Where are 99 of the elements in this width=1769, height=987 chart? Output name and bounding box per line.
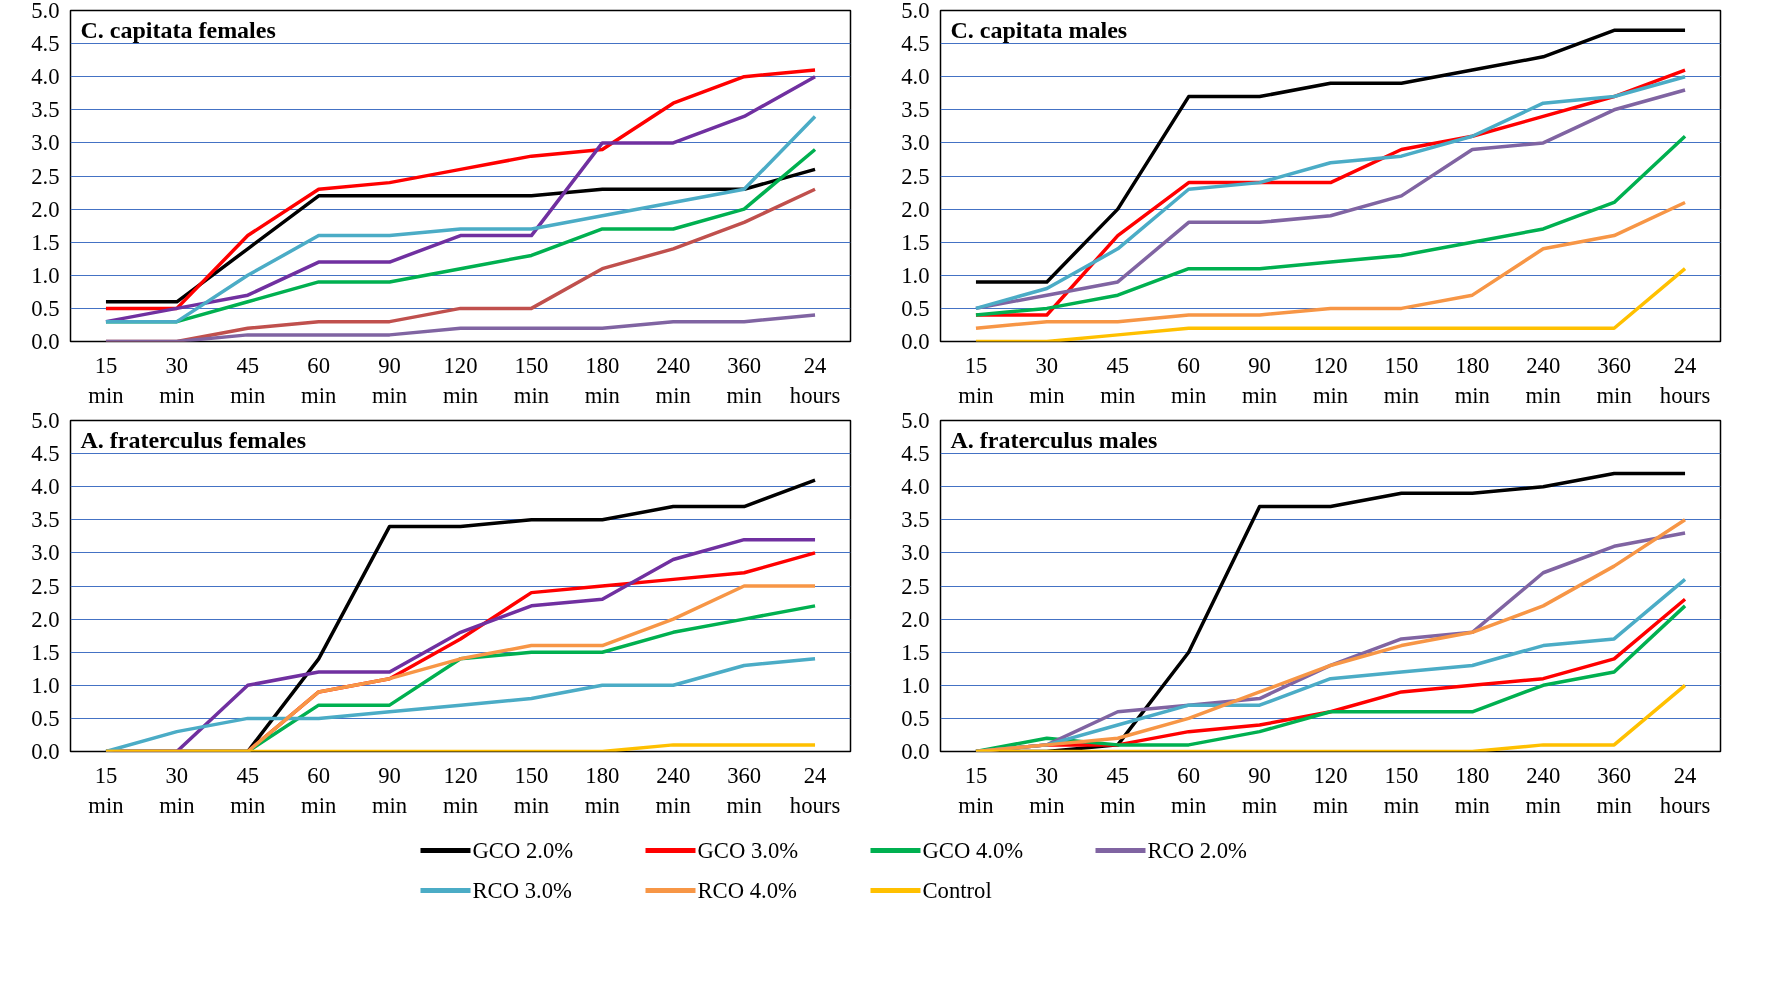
y-tick-label: 2.0: [901, 196, 930, 222]
y-tick-label: 3.5: [901, 507, 930, 533]
y-tick-label: 0.0: [901, 739, 930, 764]
y-tick-label: 3.5: [901, 97, 930, 123]
x-tick-label: 45 min: [230, 352, 266, 408]
x-tick-label: 24 hours: [789, 762, 841, 818]
x-tick-label: 90 min: [371, 352, 408, 408]
legend-label: RCO 4.0%: [697, 878, 798, 903]
y-tick-label: 4.5: [31, 31, 60, 57]
legend-label: RCO 3.0%: [472, 878, 573, 903]
y-tick-label: 4.0: [31, 64, 60, 90]
x-tick-label: 60 min: [301, 762, 337, 818]
y-tick-label: 2.0: [31, 606, 60, 632]
y-tick-label: 0.0: [31, 329, 60, 354]
x-tick-label: 60 min: [1171, 352, 1207, 408]
y-tick-label: 4.5: [901, 31, 930, 57]
y-tick-label: 4.5: [31, 441, 60, 467]
x-tick-label: 30 min: [1029, 352, 1065, 408]
x-tick-label: 30 min: [159, 352, 195, 408]
x-tick-label: 90 min: [1241, 762, 1278, 818]
y-tick-label: 5.0: [901, 0, 930, 23]
y-tick-label: 0.5: [31, 705, 60, 731]
x-tick-label: 24 hours: [1659, 352, 1711, 408]
x-tick-label: 150 min: [1383, 762, 1420, 818]
y-tick-label: 5.0: [31, 408, 60, 433]
y-tick-label: 5.0: [31, 0, 60, 23]
y-tick-label: 0.5: [31, 295, 60, 321]
x-tick-label: 180 min: [584, 352, 620, 408]
x-tick-label: 240 min: [1525, 352, 1561, 408]
x-tick-label: 90 min: [371, 762, 408, 818]
y-tick-label: 2.5: [31, 163, 60, 189]
y-tick-label: 3.0: [901, 540, 930, 566]
x-tick-label: 150 min: [513, 762, 550, 818]
x-tick-label: 30 min: [1029, 762, 1065, 818]
x-tick-label: 120 min: [442, 352, 479, 408]
legend-label: GCO 3.0%: [697, 838, 799, 863]
x-tick-label: 45 min: [1100, 352, 1136, 408]
y-tick-label: 0.0: [31, 739, 60, 764]
x-tick-label: 360 min: [726, 762, 762, 818]
x-tick-label: 60 min: [1171, 762, 1207, 818]
x-tick-label: 120 min: [442, 762, 479, 818]
x-tick-label: 15 min: [958, 762, 994, 818]
y-tick-label: 2.5: [901, 573, 930, 599]
x-tick-label: 15 min: [88, 762, 124, 818]
chart-title: A. fraterculus females: [80, 426, 306, 453]
y-tick-label: 1.0: [901, 672, 930, 698]
x-tick-label: 120 min: [1312, 762, 1349, 818]
y-tick-label: 0.5: [901, 295, 930, 321]
y-tick-label: 1.0: [901, 262, 930, 288]
x-tick-label: 360 min: [726, 352, 762, 408]
y-tick-label: 0.5: [901, 705, 930, 731]
y-tick-label: 1.5: [901, 639, 930, 665]
y-tick-label: 4.0: [901, 474, 930, 500]
legend-label: RCO 2.0%: [1147, 838, 1248, 863]
y-tick-label: 4.0: [901, 64, 930, 90]
x-tick-label: 150 min: [1383, 352, 1420, 408]
x-tick-label: 30 min: [159, 762, 195, 818]
x-tick-label: 180 min: [1454, 762, 1490, 818]
x-tick-label: 240 min: [655, 762, 691, 818]
y-tick-label: 3.5: [31, 507, 60, 533]
y-tick-label: 3.5: [31, 97, 60, 123]
y-tick-label: 2.0: [31, 196, 60, 222]
y-tick-label: 1.0: [31, 262, 60, 288]
x-tick-label: 45 min: [1100, 762, 1136, 818]
legend-label: Control: [922, 878, 992, 903]
y-tick-label: 0.0: [901, 329, 930, 354]
legend-label: GCO 4.0%: [922, 838, 1024, 863]
chart-title: C. capitata males: [950, 16, 1128, 43]
x-tick-label: 360 min: [1596, 762, 1632, 818]
y-tick-label: 4.0: [31, 474, 60, 500]
y-tick-label: 2.5: [31, 573, 60, 599]
x-tick-label: 15 min: [88, 352, 124, 408]
y-tick-label: 3.0: [31, 130, 60, 156]
x-tick-label: 24 hours: [1659, 762, 1711, 818]
x-tick-label: 240 min: [1525, 762, 1561, 818]
x-tick-label: 180 min: [1454, 352, 1490, 408]
y-tick-label: 1.0: [31, 672, 60, 698]
x-tick-label: 90 min: [1241, 352, 1278, 408]
chart-title: A. fraterculus males: [950, 426, 1158, 453]
y-tick-label: 2.5: [901, 163, 930, 189]
y-tick-label: 3.0: [901, 130, 930, 156]
x-tick-label: 24 hours: [789, 352, 841, 408]
y-tick-label: 3.0: [31, 540, 60, 566]
y-tick-label: 1.5: [31, 229, 60, 255]
x-tick-label: 240 min: [655, 352, 691, 408]
x-tick-label: 60 min: [301, 352, 337, 408]
chart-title: C. capitata females: [80, 16, 276, 43]
y-tick-label: 1.5: [31, 639, 60, 665]
x-tick-label: 15 min: [958, 352, 994, 408]
x-tick-label: 150 min: [513, 352, 550, 408]
x-tick-label: 360 min: [1596, 352, 1632, 408]
y-tick-label: 2.0: [901, 606, 930, 632]
legend-label: GCO 2.0%: [472, 838, 574, 863]
x-tick-label: 120 min: [1312, 352, 1349, 408]
y-tick-label: 5.0: [901, 408, 930, 433]
y-tick-label: 1.5: [901, 229, 930, 255]
x-tick-label: 45 min: [230, 762, 266, 818]
y-tick-label: 4.5: [901, 441, 930, 467]
x-tick-label: 180 min: [584, 762, 620, 818]
